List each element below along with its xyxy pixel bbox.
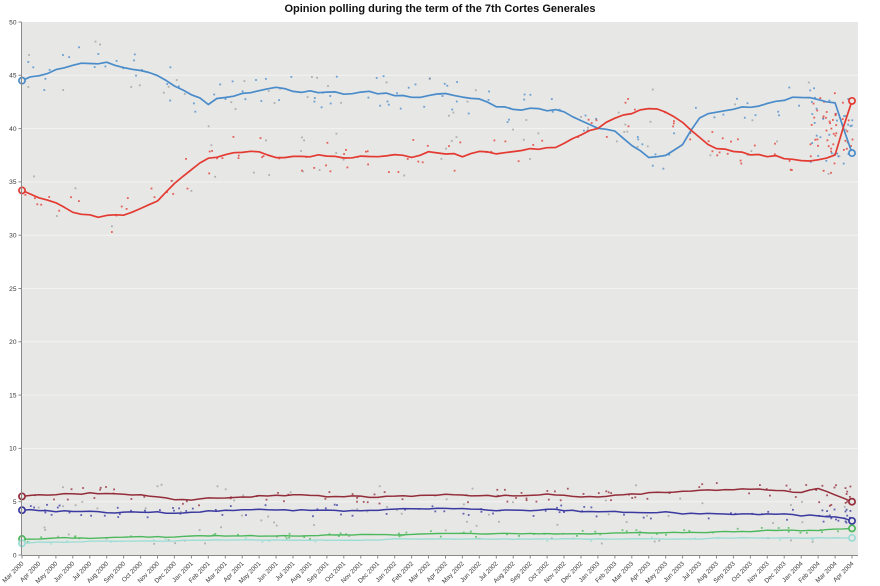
svg-text:15: 15 <box>9 392 17 399</box>
svg-text:30: 30 <box>9 233 17 240</box>
chart-title: Opinion polling during the term of the 7… <box>284 3 596 15</box>
svg-text:0: 0 <box>13 552 17 559</box>
svg-text:45: 45 <box>9 73 17 80</box>
svg-text:20: 20 <box>9 339 17 346</box>
svg-text:40: 40 <box>9 126 17 133</box>
svg-text:10: 10 <box>9 446 17 453</box>
svg-text:5: 5 <box>13 499 17 506</box>
svg-text:25: 25 <box>9 286 17 293</box>
svg-text:35: 35 <box>9 179 17 186</box>
svg-text:50: 50 <box>9 19 17 26</box>
